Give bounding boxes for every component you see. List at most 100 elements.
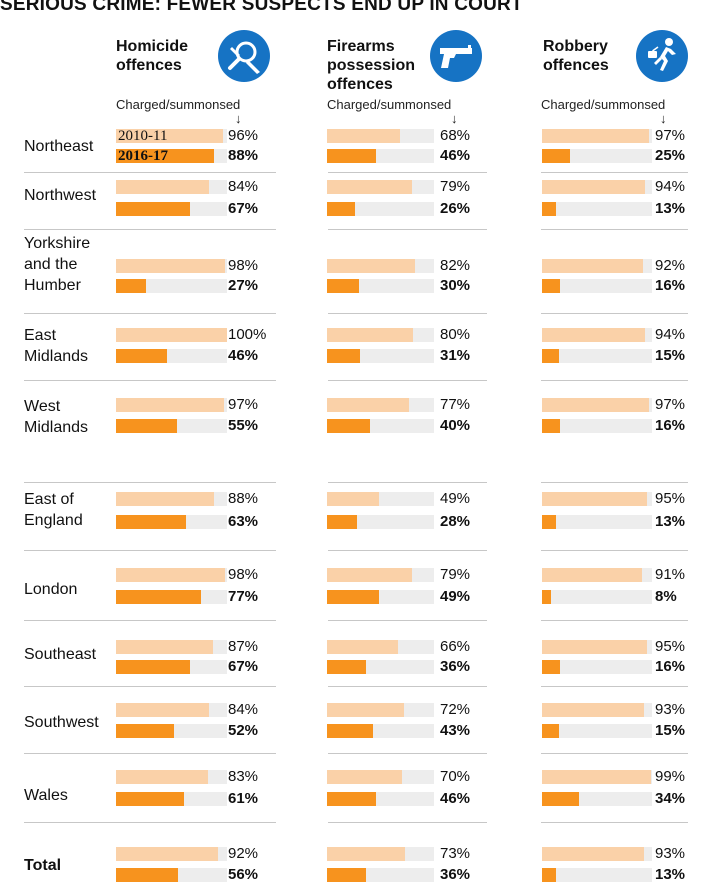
robbery-value-label: 8% bbox=[655, 588, 677, 605]
row-divider bbox=[24, 550, 276, 551]
firearms-value-label: 77% bbox=[440, 396, 471, 413]
homicide-bar-2010-11 bbox=[116, 568, 225, 582]
row-divider bbox=[541, 172, 688, 173]
magnifier-knife-icon bbox=[218, 30, 270, 82]
homicide-value-label: 61% bbox=[228, 790, 259, 807]
homicide-value-label: 67% bbox=[228, 200, 259, 217]
running-thief-icon bbox=[636, 30, 688, 82]
robbery-bar-2010-11 bbox=[542, 770, 651, 784]
region-label-line: Southwest bbox=[24, 714, 99, 731]
homicide-bar-2010-11 bbox=[116, 398, 224, 412]
row-divider bbox=[541, 550, 688, 551]
firearms-bar-2010-11 bbox=[327, 770, 402, 784]
region-label-line: Northeast bbox=[24, 138, 94, 155]
firearms-value-label: 68% bbox=[440, 127, 471, 144]
homicide-value-label: 96% bbox=[228, 127, 259, 144]
homicide-bar-2016-17 bbox=[116, 419, 177, 433]
region-label-line: Humber bbox=[24, 277, 81, 294]
robbery-header-line: Robbery bbox=[543, 38, 608, 55]
robbery-header-line: offences bbox=[543, 57, 609, 74]
homicide-value-label: 100% bbox=[228, 326, 267, 343]
robbery-sublabel: Charged/summonsed bbox=[541, 97, 666, 112]
robbery-value-label: 15% bbox=[655, 722, 686, 739]
firearms-bar-2016-17 bbox=[327, 279, 359, 293]
homicide-value-label: 92% bbox=[228, 845, 259, 862]
firearms-bar-2016-17 bbox=[327, 868, 366, 882]
robbery-value-label: 95% bbox=[655, 490, 686, 507]
region-label-line: Wales bbox=[24, 787, 68, 804]
region-label: Northwest bbox=[24, 185, 114, 206]
bar-track bbox=[542, 868, 652, 882]
region-label: Southeast bbox=[24, 644, 114, 665]
bar-track bbox=[542, 724, 652, 738]
region-label: East Midlands bbox=[24, 325, 114, 367]
robbery-bar-2016-17 bbox=[542, 349, 559, 363]
homicide-bar-2010-11 bbox=[116, 703, 209, 717]
homicide-bar-2010-11 bbox=[116, 770, 208, 784]
row-divider bbox=[24, 172, 276, 173]
robbery-bar-2010-11 bbox=[542, 492, 647, 506]
region-label-line: Midlands bbox=[24, 419, 89, 436]
region-label: Southwest bbox=[24, 712, 114, 733]
firearms-header-line: Firearms bbox=[327, 38, 395, 55]
region-label: Yorkshire and the Humber bbox=[24, 233, 114, 296]
row-divider bbox=[24, 620, 276, 621]
homicide-bar-2010-11 bbox=[116, 328, 227, 342]
bar-track bbox=[542, 515, 652, 529]
robbery-bar-2010-11 bbox=[542, 847, 644, 861]
robbery-bar-2016-17 bbox=[542, 279, 560, 293]
robbery-value-label: 13% bbox=[655, 513, 686, 530]
row-divider bbox=[328, 620, 487, 621]
firearms-value-label: 43% bbox=[440, 722, 471, 739]
firearms-sublabel: Charged/summonsed bbox=[327, 97, 452, 112]
legend-2010-11: 2010-11 bbox=[118, 128, 168, 144]
robbery-value-label: 92% bbox=[655, 257, 686, 274]
robbery-value-label: 16% bbox=[655, 417, 686, 434]
homicide-bar-2016-17 bbox=[116, 515, 186, 529]
pistol-icon bbox=[430, 30, 482, 82]
region-label-line: West bbox=[24, 398, 61, 415]
robbery-value-label: 97% bbox=[655, 396, 686, 413]
robbery-value-label: 91% bbox=[655, 566, 686, 583]
robbery-value-label: 93% bbox=[655, 845, 686, 862]
row-divider bbox=[328, 822, 487, 823]
region-label-line: Total bbox=[24, 857, 62, 874]
firearms-value-label: 26% bbox=[440, 200, 471, 217]
robbery-bar-2010-11 bbox=[542, 328, 645, 342]
homicide-bar-2010-11 bbox=[116, 180, 209, 194]
homicide-value-label: 84% bbox=[228, 178, 259, 195]
homicide-value-label: 98% bbox=[228, 257, 259, 274]
firearms-value-label: 82% bbox=[440, 257, 471, 274]
homicide-value-label: 52% bbox=[228, 722, 259, 739]
row-divider bbox=[328, 753, 487, 754]
bar-track bbox=[542, 202, 652, 216]
homicide-bar-2016-17 bbox=[116, 149, 214, 163]
firearms-value-label: 36% bbox=[440, 866, 471, 883]
homicide-value-label: 27% bbox=[228, 277, 259, 294]
region-label: Northeast bbox=[24, 136, 114, 157]
firearms-value-label: 66% bbox=[440, 638, 471, 655]
firearms-value-label: 40% bbox=[440, 417, 471, 434]
firearms-bar-2016-17 bbox=[327, 515, 357, 529]
robbery-bar-2016-17 bbox=[542, 149, 570, 163]
robbery-value-label: 34% bbox=[655, 790, 686, 807]
row-divider bbox=[541, 313, 688, 314]
row-divider bbox=[541, 822, 688, 823]
homicide-bar-2016-17 bbox=[116, 724, 174, 738]
homicide-bar-2010-11 bbox=[116, 129, 223, 143]
firearms-bar-2016-17 bbox=[327, 590, 379, 604]
robbery-bar-2010-11 bbox=[542, 703, 644, 717]
robbery-bar-2010-11 bbox=[542, 640, 647, 654]
robbery-bar-2010-11 bbox=[542, 180, 645, 194]
bar-track bbox=[542, 660, 652, 674]
row-divider bbox=[24, 313, 276, 314]
firearms-bar-2016-17 bbox=[327, 792, 376, 806]
robbery-value-label: 25% bbox=[655, 147, 686, 164]
robbery-value-label: 13% bbox=[655, 866, 686, 883]
homicide-bar-2016-17 bbox=[116, 349, 167, 363]
row-divider bbox=[541, 380, 688, 381]
region-label-line: Southeast bbox=[24, 646, 97, 663]
firearms-value-label: 28% bbox=[440, 513, 471, 530]
robbery-header: Robbery offences bbox=[543, 37, 683, 75]
robbery-bar-2016-17 bbox=[542, 419, 560, 433]
